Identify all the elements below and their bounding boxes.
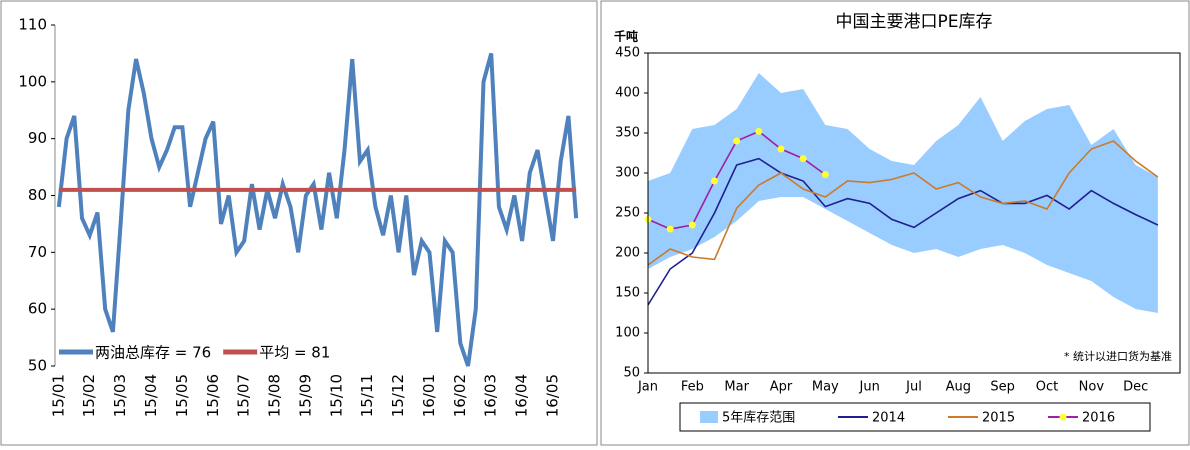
series-line xyxy=(647,157,1159,306)
y-tick-label: 200 xyxy=(615,246,640,261)
marker xyxy=(711,177,718,185)
y-tick-label: 400 xyxy=(615,86,640,101)
x-tick-label: Aug xyxy=(946,380,971,395)
marker xyxy=(821,171,829,179)
legend-label: 两油总库存 = 76 xyxy=(95,344,211,362)
panel-left xyxy=(0,0,598,446)
x-tick-label: 15/10 xyxy=(327,374,345,417)
x-tick-label: Nov xyxy=(1079,380,1105,395)
x-tick-label: Sep xyxy=(990,380,1015,395)
chart-title: 中国主要港口PE库存 xyxy=(836,12,993,32)
y-tick-label: 90 xyxy=(28,129,47,147)
y-tick-label: 50 xyxy=(623,366,640,381)
legend-label: 2016 xyxy=(1082,411,1115,426)
x-tick-label: May xyxy=(812,380,839,395)
marker xyxy=(666,225,674,233)
annotation: * 统计以进口货为基准 xyxy=(1064,349,1172,363)
x-tick-label: Jul xyxy=(905,380,922,395)
legend-label: 2015 xyxy=(982,411,1015,426)
x-tick-label: 15/05 xyxy=(173,374,191,417)
marker xyxy=(733,137,741,145)
x-tick-label: 16/03 xyxy=(482,374,500,417)
legend-label: 平均 = 81 xyxy=(259,344,330,362)
series-line xyxy=(56,52,579,367)
legend-swatch xyxy=(700,411,718,423)
x-tick-label: 16/04 xyxy=(513,374,531,417)
marker xyxy=(688,221,696,229)
x-tick-label: Jun xyxy=(859,380,880,395)
x-tick-label: 15/02 xyxy=(80,374,98,417)
legend-label: 2014 xyxy=(872,411,905,426)
x-tick-label: Apr xyxy=(770,380,793,395)
y-tick-label: 60 xyxy=(28,300,47,318)
x-tick-label: 15/07 xyxy=(235,374,253,417)
y-tick-label: 250 xyxy=(615,206,640,221)
y-tick-label: 110 xyxy=(18,16,47,34)
x-tick-label: Oct xyxy=(1036,380,1058,395)
x-tick-label: 15/09 xyxy=(296,374,314,417)
x-tick-label: 15/01 xyxy=(49,374,67,417)
legend-marker xyxy=(1059,413,1067,421)
x-tick-label: 16/01 xyxy=(420,374,438,417)
y-tick-label: 70 xyxy=(28,243,47,261)
x-tick-label: 16/05 xyxy=(543,374,561,417)
plot-frame-top xyxy=(647,52,1181,374)
x-tick-label: 15/08 xyxy=(266,374,284,417)
x-tick-label: 15/12 xyxy=(389,374,407,417)
x-tick-label: Dec xyxy=(1123,380,1148,395)
x-tick-label: 16/02 xyxy=(451,374,469,417)
y-tick-label: 80 xyxy=(28,186,47,204)
y-tick-label: 300 xyxy=(615,166,640,181)
y-tick-label: 100 xyxy=(615,326,640,341)
series-line xyxy=(647,140,1159,266)
y-tick-label: 50 xyxy=(28,357,47,375)
y-tick-label: 150 xyxy=(615,286,640,301)
panel-right xyxy=(600,0,1190,446)
x-tick-label: Jan xyxy=(637,380,658,395)
marker xyxy=(799,155,807,163)
x-tick-label: 15/11 xyxy=(358,374,376,417)
x-tick-label: Mar xyxy=(724,380,749,395)
x-tick-label: 15/04 xyxy=(142,374,160,417)
marker xyxy=(777,145,785,153)
y-tick-label: 100 xyxy=(18,72,47,90)
marker xyxy=(755,127,763,135)
legend-label: 5年库存范围 xyxy=(722,410,795,426)
x-tick-label: 15/06 xyxy=(204,374,222,417)
range-area xyxy=(648,73,1158,313)
y-tick-label: 450 xyxy=(615,46,640,61)
x-tick-label: Feb xyxy=(681,380,704,395)
y-axis-label: 千吨 xyxy=(614,29,638,44)
x-tick-label: 15/03 xyxy=(111,374,129,417)
y-tick-label: 350 xyxy=(615,126,640,141)
